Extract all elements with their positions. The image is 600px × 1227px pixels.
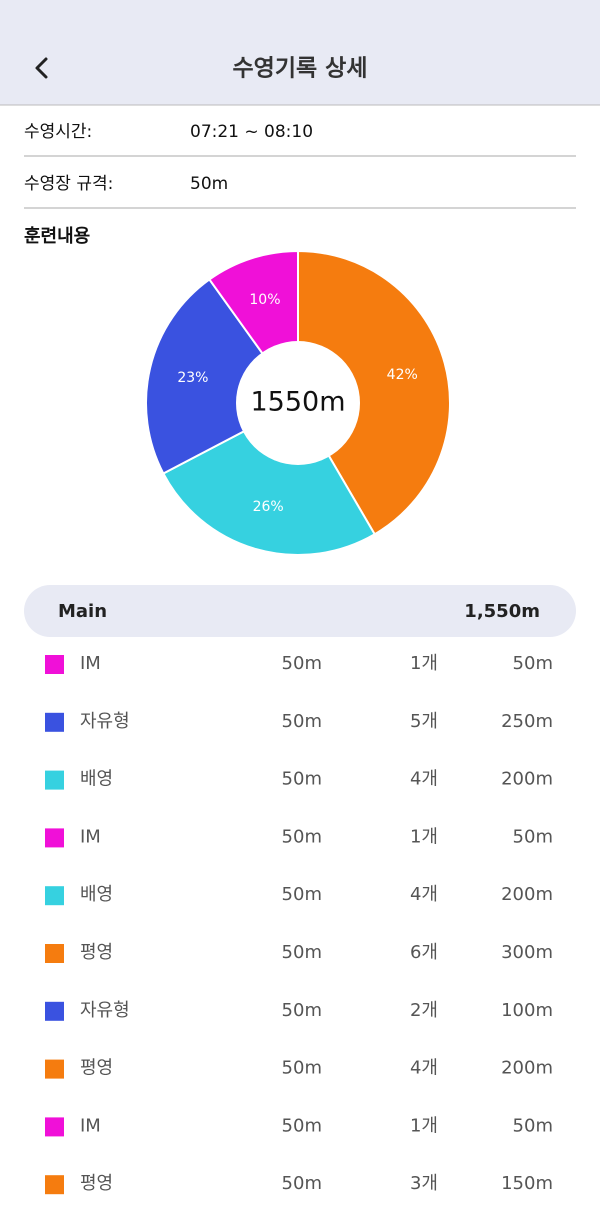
row-total: 150m bbox=[501, 1173, 553, 1194]
info-value: 50m bbox=[190, 174, 228, 194]
row-total: 250m bbox=[501, 711, 553, 732]
color-swatch bbox=[45, 1117, 64, 1137]
row-name: 평영 bbox=[80, 1173, 113, 1194]
section-title: 훈련내용 bbox=[24, 225, 90, 247]
color-swatch bbox=[45, 770, 64, 790]
back-button[interactable] bbox=[35, 57, 48, 79]
list-row: 평영 50m 6개 300m bbox=[45, 942, 553, 963]
row-total: 50m bbox=[513, 826, 553, 847]
list-row: 배영 50m 4개 200m bbox=[45, 884, 553, 906]
list-row: 배영 50m 4개 200m bbox=[45, 769, 553, 790]
color-swatch bbox=[45, 655, 64, 674]
list-row: 자유형 50m 2개 100m bbox=[45, 1000, 553, 1021]
color-swatch bbox=[45, 1059, 64, 1079]
donut-chart: 42% 26% 23% 10% 1550m bbox=[145, 249, 451, 556]
color-swatch bbox=[45, 828, 64, 848]
list-row: 자유형 50m 5개 250m bbox=[45, 711, 553, 732]
slice-label: 23% bbox=[177, 370, 208, 386]
row-total: 200m bbox=[501, 884, 553, 905]
row-total: 50m bbox=[513, 653, 553, 674]
list-row: IM 50m 1개 50m bbox=[45, 653, 553, 674]
slice-label: 42% bbox=[387, 367, 418, 383]
list-row: IM 50m 1개 50m bbox=[45, 826, 553, 848]
row-count: 1개 bbox=[410, 826, 438, 847]
row-count: 2개 bbox=[410, 1000, 438, 1021]
color-swatch bbox=[45, 1001, 64, 1021]
row-length: 50m bbox=[282, 1115, 322, 1136]
info-label: 수영장 규격: bbox=[24, 174, 113, 194]
row-length: 50m bbox=[282, 653, 322, 674]
row-count: 1개 bbox=[410, 653, 438, 674]
list: IM 50m 1개 50m 자유형 50m 5개 250m 배영 50m 4개 200m IM 50m 1개… bbox=[45, 653, 553, 1195]
list-row: 평영 50m 3개 150m bbox=[45, 1173, 553, 1195]
row-length: 50m bbox=[282, 1000, 322, 1021]
slice-label: 10% bbox=[249, 292, 280, 308]
row-name: IM bbox=[80, 653, 101, 674]
pie-slice bbox=[161, 401, 377, 556]
row-name: 배영 bbox=[80, 769, 113, 790]
row-name: IM bbox=[80, 826, 101, 847]
row-count: 4개 bbox=[410, 1058, 438, 1079]
row-length: 50m bbox=[282, 1173, 322, 1194]
page-title: 수영기록 상세 bbox=[233, 56, 368, 82]
center-label: 1550m bbox=[250, 387, 345, 418]
row-name: 평영 bbox=[80, 942, 113, 963]
row-length: 50m bbox=[282, 884, 322, 905]
color-swatch bbox=[45, 1175, 64, 1195]
list-header bbox=[24, 585, 576, 637]
row-name: 배영 bbox=[80, 884, 113, 905]
row-name: IM bbox=[80, 1115, 101, 1136]
color-swatch bbox=[45, 886, 64, 906]
row-length: 50m bbox=[282, 826, 322, 847]
info-value: 07:21 ~ 08:10 bbox=[190, 122, 313, 142]
info-label: 수영시간: bbox=[24, 122, 92, 142]
pie-slice bbox=[297, 249, 451, 536]
slice-label: 26% bbox=[253, 499, 284, 515]
row-length: 50m bbox=[282, 942, 322, 963]
row-length: 50m bbox=[282, 769, 322, 790]
row-length: 50m bbox=[282, 1058, 322, 1079]
row-count: 3개 bbox=[410, 1173, 438, 1194]
row-total: 300m bbox=[501, 942, 553, 963]
row-count: 4개 bbox=[410, 769, 438, 790]
list-row: 평영 50m 4개 200m bbox=[45, 1058, 553, 1079]
header-bar bbox=[0, 0, 600, 105]
row-name: 자유형 bbox=[80, 1000, 130, 1021]
row-total: 100m bbox=[501, 1000, 553, 1021]
list-header-name: Main bbox=[58, 601, 107, 622]
color-swatch bbox=[45, 944, 64, 963]
list-row: IM 50m 1개 50m bbox=[45, 1115, 553, 1137]
row-count: 6개 bbox=[410, 942, 438, 963]
row-name: 자유형 bbox=[80, 711, 130, 732]
row-count: 5개 bbox=[410, 711, 438, 732]
row-count: 1개 bbox=[410, 1115, 438, 1136]
row-name: 평영 bbox=[80, 1058, 113, 1079]
row-length: 50m bbox=[282, 711, 322, 732]
color-swatch bbox=[45, 712, 64, 732]
row-total: 50m bbox=[513, 1115, 553, 1136]
pie-slice bbox=[145, 278, 300, 475]
row-total: 200m bbox=[501, 769, 553, 790]
row-count: 4개 bbox=[410, 884, 438, 905]
list-header-total: 1,550m bbox=[464, 601, 540, 622]
donut-hole bbox=[236, 341, 360, 465]
row-total: 200m bbox=[501, 1058, 553, 1079]
